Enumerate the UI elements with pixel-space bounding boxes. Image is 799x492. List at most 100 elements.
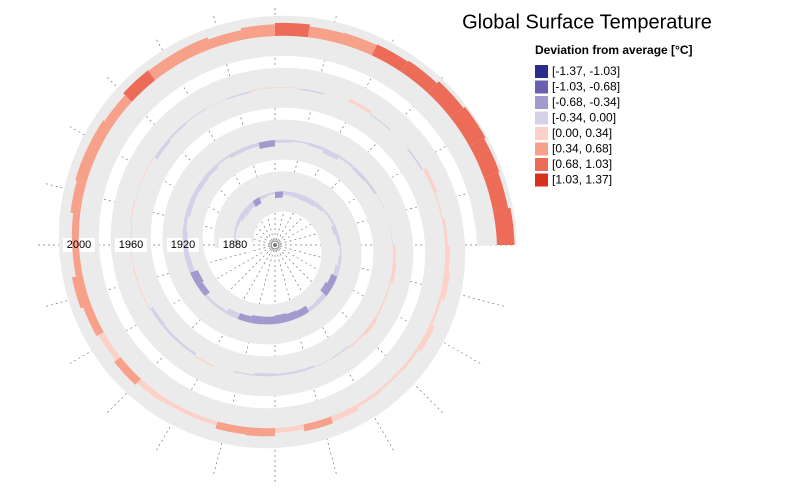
ring-label: 1880 (223, 239, 247, 251)
deviation-segment (249, 315, 264, 325)
deviation-segment (307, 26, 344, 44)
deviation-segment (225, 308, 241, 319)
legend-label: [0.68, 1.03] (552, 157, 612, 171)
deviation-segment (227, 91, 251, 100)
deviation-segment (379, 369, 402, 391)
deviation-segment (296, 305, 310, 318)
deviation-segment (291, 140, 309, 145)
deviation-segment (196, 282, 210, 296)
deviation-segment (275, 424, 305, 433)
deviation-segment (130, 222, 132, 245)
deviation-segment (290, 192, 301, 199)
deviation-segment (328, 216, 336, 226)
deviation-segment (374, 300, 386, 319)
deviation-segment (275, 191, 284, 199)
deviation-segment (242, 206, 251, 217)
deviation-segment (389, 226, 393, 245)
deviation-segment (340, 32, 377, 56)
deviation-segment (233, 370, 255, 376)
deviation-segment (189, 187, 201, 204)
legend-label: [-0.68, -0.34] (552, 95, 620, 109)
deviation-segment (185, 258, 196, 273)
deviation-segment (423, 168, 438, 194)
deviation-segment (275, 313, 288, 324)
deviation-segment (137, 379, 165, 402)
deviation-segment (285, 310, 299, 322)
deviation-segment (392, 245, 396, 264)
deviation-segment (439, 271, 450, 301)
deviation-segment (244, 427, 275, 437)
legend-swatch (535, 127, 548, 140)
legend-swatch (535, 80, 548, 94)
deviation-segment (235, 218, 241, 227)
axes (35, 5, 517, 485)
deviation-segment (275, 139, 292, 143)
deviation-segment (369, 113, 391, 131)
deviation-segment (371, 44, 409, 72)
deviation-segment (240, 24, 275, 40)
legend-label: [1.03, 1.37] (552, 173, 612, 187)
deviation-segment (406, 148, 423, 171)
deviation-segment (177, 340, 197, 356)
deviation-segment (282, 191, 293, 196)
deviation-segment (161, 397, 191, 416)
deviation-segment (72, 245, 83, 277)
deviation-segment (314, 202, 325, 212)
deviation-segment (299, 88, 325, 95)
deviation-segment (275, 87, 300, 89)
deviation-segment (252, 197, 262, 207)
deviation-segment (250, 87, 275, 92)
deviation-segment (254, 372, 275, 377)
legend-label: [-1.03, -0.68] (552, 80, 620, 94)
deviation-segment (133, 267, 141, 289)
deviation-segment (123, 70, 156, 102)
deviation-segment (339, 245, 342, 256)
deviation-segment (86, 120, 113, 155)
deviation-segment (204, 294, 217, 306)
deviation-segment (148, 52, 182, 81)
deviation-segment (383, 282, 391, 301)
deviation-segment (190, 270, 204, 285)
deviation-segment (356, 388, 382, 408)
deviation-segment (338, 155, 354, 168)
deviation-segment (234, 238, 238, 245)
deviation-segment (150, 307, 166, 327)
legend-swatch (535, 96, 548, 109)
deviation-segment (185, 108, 206, 124)
deviation-segment (427, 81, 464, 118)
deviation-segment (315, 293, 327, 305)
deviation-segment (322, 148, 340, 161)
deviation-segment (493, 207, 515, 245)
deviation-segment (258, 140, 275, 149)
deviation-segment (176, 37, 212, 63)
deviation-segment (429, 298, 442, 326)
ring-label: 1920 (171, 239, 195, 251)
deviation-segment (307, 301, 319, 312)
legend-swatch (535, 158, 548, 171)
deviation-segment (130, 199, 136, 223)
deviation-segment (130, 245, 135, 268)
deviation-segment (416, 323, 435, 352)
deviation-segment (303, 416, 333, 432)
chart-title: Global Surface Temperature (462, 11, 712, 33)
legend-label: [0.00, 0.34] (552, 126, 612, 140)
deviation-segment (238, 212, 246, 222)
deviation-segment (332, 345, 349, 359)
deviation-segment (75, 149, 97, 184)
deviation-segment (307, 142, 325, 151)
deviation-segment (330, 225, 339, 236)
legend-swatch (535, 173, 548, 187)
legend-label: [0.34, 0.68] (552, 142, 612, 156)
legend-title: Deviation from average [°C] (535, 43, 693, 57)
deviation-segment (162, 325, 180, 343)
deviation-segment (259, 193, 268, 200)
deviation-segment (275, 371, 296, 376)
deviation-segment (98, 332, 121, 361)
legend-swatch (535, 111, 548, 125)
deviation-segment (185, 201, 194, 218)
deviation-segment (483, 172, 509, 211)
center (270, 240, 280, 250)
deviation-segment (469, 138, 500, 178)
deviation-segment (262, 316, 275, 325)
